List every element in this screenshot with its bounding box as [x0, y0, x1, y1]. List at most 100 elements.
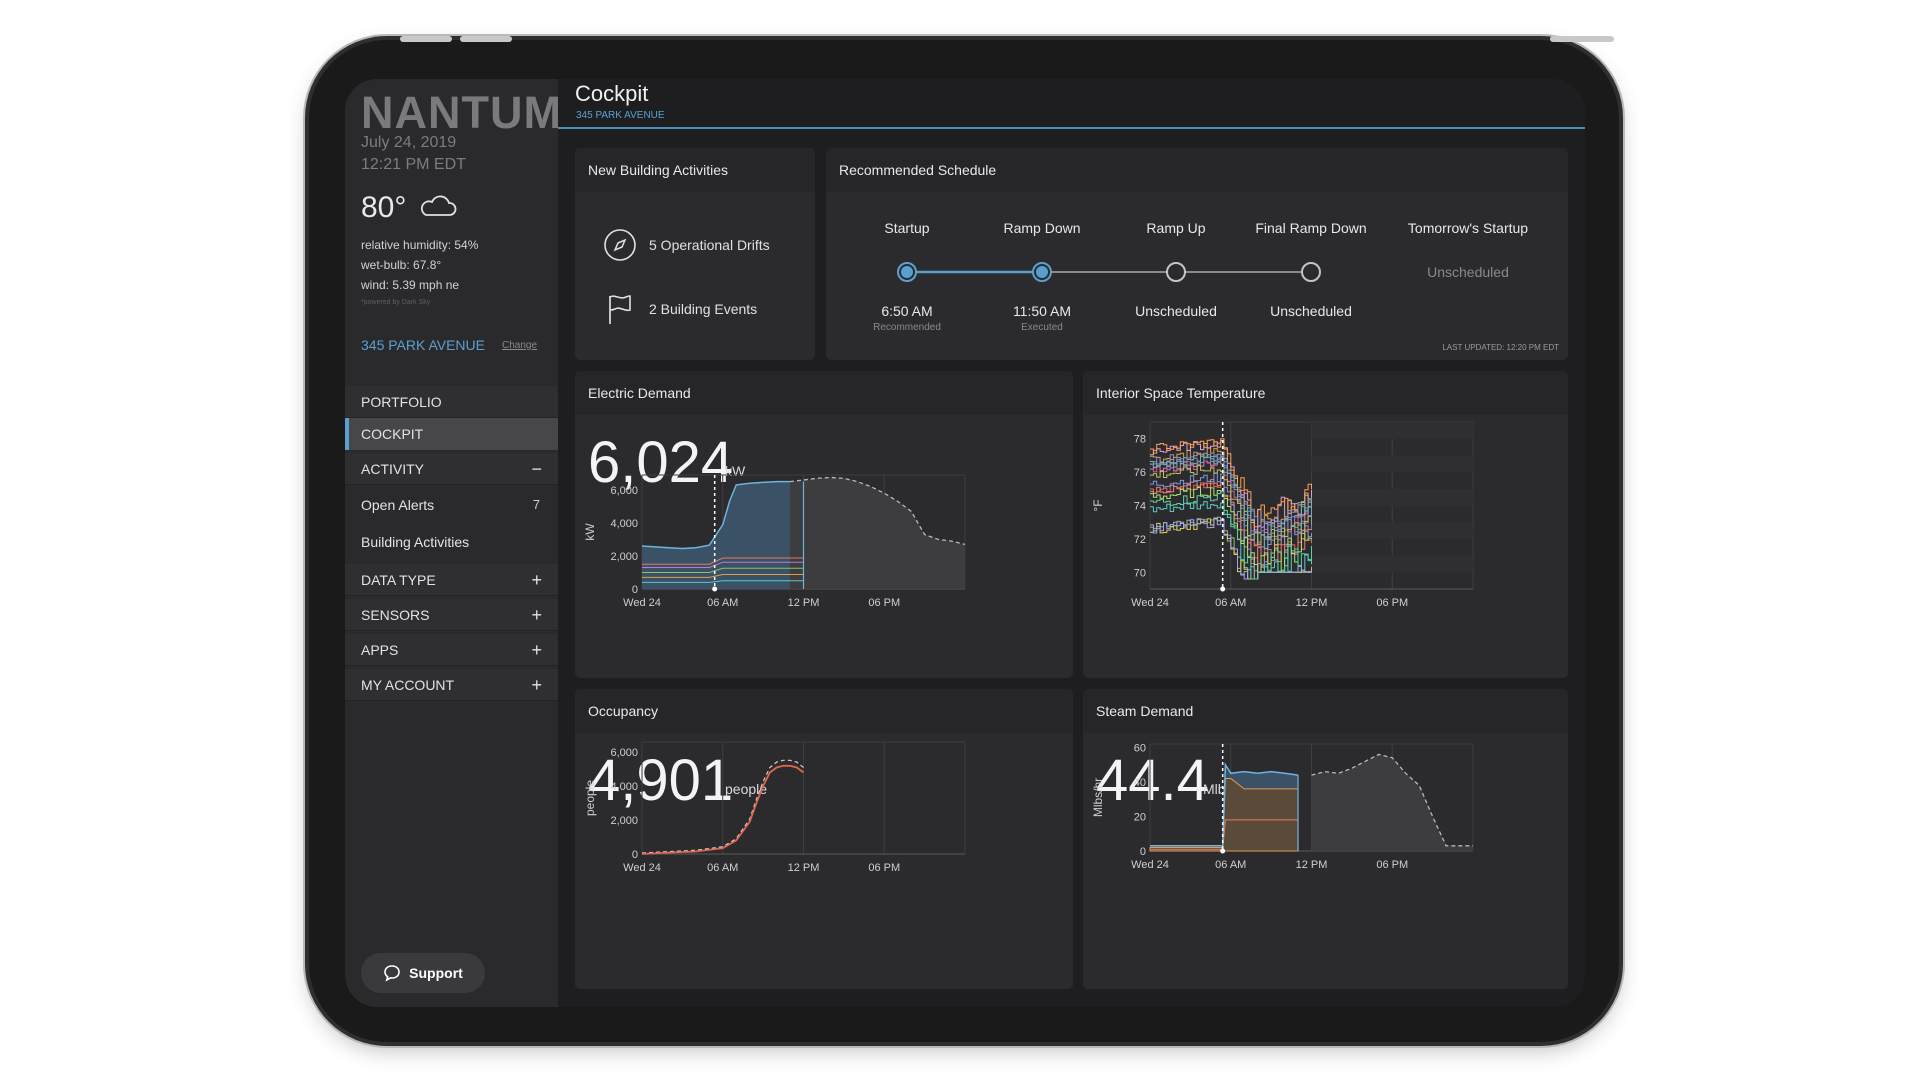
- y-axis-label: kW: [583, 523, 597, 541]
- main-content: Cockpit 345 PARK AVENUE New Building Act…: [558, 79, 1585, 1007]
- expand-icon[interactable]: +: [531, 605, 542, 625]
- nav-cockpit[interactable]: COCKPIT: [345, 418, 558, 450]
- y-tick-label: 40: [1134, 777, 1146, 789]
- nav-my-account[interactable]: MY ACCOUNT +: [345, 669, 558, 701]
- step-ramp-down-marker[interactable]: [1032, 262, 1052, 282]
- flag-icon: [609, 295, 631, 324]
- submeter-line: [642, 561, 804, 568]
- submeter-line: [642, 574, 804, 578]
- grid-band: [1311, 522, 1473, 539]
- x-tick-label: 06 PM: [1376, 597, 1408, 609]
- step-ramp-down-note: Executed: [1021, 322, 1063, 333]
- step-startup-note: Recommended: [873, 322, 941, 333]
- nav-activity-label: ACTIVITY: [361, 461, 425, 477]
- step-ramp-up-marker[interactable]: [1166, 262, 1186, 282]
- current-time-dot: [1220, 586, 1226, 592]
- nav-portfolio[interactable]: PORTFOLIO: [345, 386, 558, 418]
- occupancy-value: 4,901: [588, 748, 734, 813]
- x-tick-label: 06 PM: [868, 597, 900, 609]
- grid-band: [1311, 488, 1473, 506]
- nav-apps[interactable]: APPS +: [345, 634, 558, 666]
- building-activities-card: New Building Activities 5 Operational Dr…: [575, 148, 815, 360]
- x-tick-label: 06 AM: [1215, 597, 1246, 609]
- step-startup-label: Startup: [884, 220, 930, 236]
- sensor-line: [1150, 454, 1312, 550]
- last-updated: LAST UPDATED: 12:20 PM EDT: [1442, 343, 1559, 352]
- power-button: [1550, 36, 1614, 42]
- building-events-label: 2 Building Events: [649, 301, 758, 317]
- x-tick-label: 12 PM: [788, 862, 820, 874]
- y-tick-label: 20: [1134, 811, 1146, 823]
- weather-details: relative humidity: 54% wet-bulb: 67.8° w…: [361, 235, 478, 295]
- occupancy-card: Occupancy 4,901 people 6,000 4,000 2,000 0 W…: [575, 689, 1073, 989]
- sensor-line: [1150, 438, 1312, 528]
- collapse-icon[interactable]: −: [531, 459, 542, 479]
- card-title: Steam Demand: [1083, 689, 1568, 733]
- nav-cockpit-label: COCKPIT: [361, 426, 424, 442]
- grid-band: [1311, 455, 1473, 473]
- forecast-area: [790, 477, 965, 589]
- app-screen: NANTUM July 24, 2019 12:21 PM EDT 80° re…: [345, 79, 1585, 1007]
- card-title: New Building Activities: [575, 148, 815, 192]
- step-startup-marker[interactable]: [897, 262, 917, 282]
- nav-building-activities[interactable]: Building Activities: [345, 526, 558, 558]
- nav-apps-label: APPS: [361, 642, 399, 658]
- y-tick-label: 4,000: [610, 518, 638, 530]
- change-building-link[interactable]: Change: [502, 340, 538, 351]
- temperature-chart[interactable]: 78 76 74 72 70 Wed 24 06 AM 12 PM 06 PM °F: [1083, 371, 1568, 678]
- recommended-schedule-card: Recommended Schedule Startup Ramp Down R…: [826, 148, 1568, 360]
- y-tick-label: 72: [1134, 534, 1146, 546]
- step-ramp-up-time: Unscheduled: [1135, 303, 1217, 319]
- card-title: Electric Demand: [575, 371, 1073, 415]
- nav-data-type[interactable]: DATA TYPE +: [345, 564, 558, 596]
- outdoor-temperature: 80°: [361, 191, 407, 224]
- x-tick-label: 06 AM: [707, 862, 738, 874]
- x-tick-label: 06 AM: [1215, 859, 1246, 871]
- tomorrow-startup-label: Tomorrow's Startup: [1407, 220, 1529, 236]
- wind: wind: 5.39 mph ne: [361, 278, 460, 292]
- expand-icon[interactable]: +: [531, 675, 542, 695]
- expand-icon[interactable]: +: [531, 570, 542, 590]
- card-title: Interior Space Temperature: [1083, 371, 1568, 415]
- nav-open-alerts-label: Open Alerts: [361, 497, 435, 513]
- step-final-ramp-down-marker[interactable]: [1301, 262, 1321, 282]
- support-button[interactable]: Support: [361, 953, 485, 993]
- x-tick-label: 12 PM: [1296, 859, 1328, 871]
- electric-value: 6,024: [588, 430, 734, 495]
- y-tick-label: 2,000: [610, 815, 638, 827]
- current-time: 12:21 PM EDT: [361, 156, 466, 173]
- page-subtitle: 345 PARK AVENUE: [576, 110, 665, 121]
- temperature-card: Interior Space Temperature 78 76 74 72 70 Wed…: [1083, 371, 1568, 678]
- sensor-line: [1150, 465, 1312, 549]
- operational-drifts-item[interactable]: 5 Operational Drifts: [603, 228, 770, 262]
- nav-sensors[interactable]: SENSORS +: [345, 599, 558, 631]
- building-events-item[interactable]: 2 Building Events: [603, 292, 757, 326]
- y-tick-label: 6,000: [610, 747, 638, 759]
- sensor-line: [1150, 491, 1312, 580]
- powered-by: *powered by Dark Sky: [361, 299, 431, 306]
- expand-icon[interactable]: +: [531, 640, 542, 660]
- operational-drifts-label: 5 Operational Drifts: [649, 237, 770, 253]
- y-tick-label: 2,000: [610, 551, 638, 563]
- x-tick-label: 06 PM: [1376, 859, 1408, 871]
- support-label: Support: [409, 965, 463, 981]
- x-tick-label: Wed 24: [1131, 859, 1169, 871]
- building-name[interactable]: 345 PARK AVENUE: [361, 337, 485, 353]
- current-time-dot: [1220, 848, 1226, 854]
- x-tick-label: Wed 24: [623, 597, 661, 609]
- sensor-line: [1150, 486, 1312, 573]
- nav-open-alerts[interactable]: Open Alerts 7: [345, 489, 558, 521]
- forecast-line: [1311, 753, 1473, 847]
- submeter-line: [642, 567, 804, 573]
- y-axis-label: Mlbs/hr: [1091, 778, 1105, 817]
- title-underline: [558, 127, 1585, 129]
- actual-line: [641, 764, 805, 855]
- wet-bulb: wet-bulb: 67.8°: [361, 258, 442, 272]
- nav-activity[interactable]: ACTIVITY −: [345, 453, 558, 485]
- component-line: [1150, 819, 1298, 850]
